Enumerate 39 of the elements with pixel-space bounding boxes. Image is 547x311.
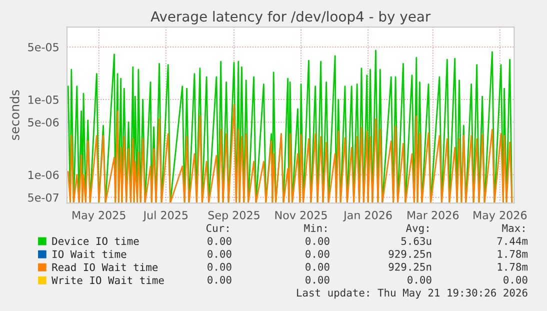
legend-label: Read IO Wait time bbox=[52, 263, 158, 272]
text: 929.25n bbox=[388, 250, 432, 258]
text: 0.00 bbox=[208, 237, 232, 245]
text: 5.63u bbox=[401, 237, 432, 245]
text: 7.44m bbox=[497, 237, 528, 245]
text: 1.78m bbox=[498, 250, 528, 258]
x-tick-label: Nov 2025 bbox=[275, 210, 327, 220]
x-tick-label: Sep 2025 bbox=[208, 210, 260, 222]
x-tick-label: May 2025 bbox=[72, 210, 126, 222]
text: 0.00 bbox=[208, 262, 232, 271]
x-tick-label: Mar 2026 bbox=[408, 210, 459, 220]
text: Cur: bbox=[206, 224, 228, 232]
y-tick-label: 1e-06 bbox=[28, 170, 59, 180]
text: 0.00 bbox=[306, 276, 330, 284]
text: 1.78m bbox=[498, 262, 528, 271]
text: 929.25n bbox=[388, 262, 432, 271]
text: 0.00 bbox=[306, 250, 330, 258]
chart-title: Average latency for /dev/loop4 - by year bbox=[150, 10, 431, 24]
y-axis-title: seconds bbox=[10, 90, 20, 140]
text: Max: bbox=[502, 224, 524, 232]
legend-label: Write IO Wait time bbox=[52, 276, 164, 284]
legend-label: IO Wait time bbox=[52, 250, 126, 258]
x-tick-label: Jan 2026 bbox=[343, 210, 392, 222]
x-tick-label: May 2026 bbox=[474, 210, 527, 222]
text: Avg: bbox=[406, 224, 428, 234]
y-tick-label: 5e-07 bbox=[28, 193, 58, 202]
text: 0.00 bbox=[306, 262, 330, 271]
y-tick-label: 5e-06 bbox=[28, 118, 59, 127]
text: 0.00 bbox=[504, 276, 528, 284]
x-tick-label: Jul 2025 bbox=[142, 210, 188, 222]
y-tick-label: 1e-05 bbox=[28, 96, 58, 104]
y-tick-label: 5e-05 bbox=[28, 42, 58, 52]
legend-label: Device IO time bbox=[52, 236, 139, 246]
text: Last update: Thu May 21 19:30:26 2026 bbox=[297, 288, 528, 299]
text: Min: bbox=[304, 224, 326, 232]
text: 0.00 bbox=[208, 276, 232, 284]
text: 0.00 bbox=[408, 276, 432, 284]
text: 0.00 bbox=[208, 250, 232, 258]
text: 0.00 bbox=[306, 237, 330, 245]
